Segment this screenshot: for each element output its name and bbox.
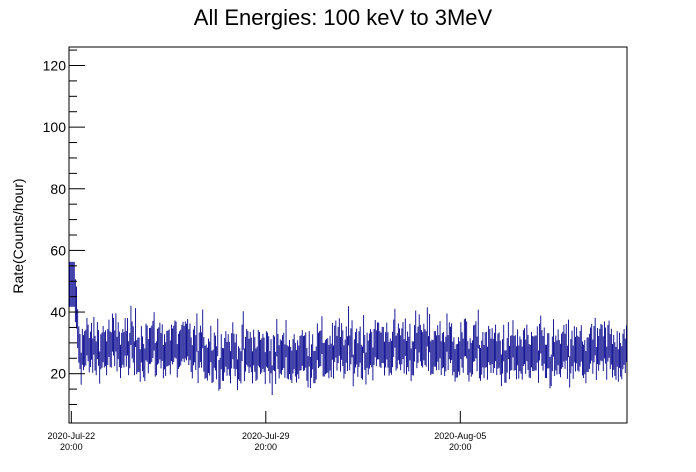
y-tick-label: 120 — [43, 57, 67, 73]
y-tick-label: 100 — [43, 119, 67, 135]
y-axis-label: Rate(Counts/hour) — [10, 178, 26, 293]
y-axis: 20 40 60 80 100 120 — [43, 49, 85, 406]
y-tick-label: 40 — [50, 304, 66, 320]
x-tick-date: 2020-Jul-29 — [242, 431, 290, 441]
chart-title: All Energies: 100 keV to 3MeV — [194, 5, 493, 30]
x-axis: 2020-Jul-2220:002020-Jul-2920:002020-Aug… — [48, 411, 486, 452]
x-tick-date: 2020-Aug-05 — [434, 431, 486, 441]
x-tick-time: 20:00 — [255, 442, 278, 452]
x-tick-time: 20:00 — [449, 442, 472, 452]
x-tick-date: 2020-Jul-22 — [48, 431, 96, 441]
y-tick-label: 20 — [50, 366, 66, 382]
y-tick-label: 60 — [50, 242, 66, 258]
data-series — [69, 261, 627, 396]
x-tick-time: 20:00 — [60, 442, 83, 452]
y-tick-label: 80 — [50, 181, 66, 197]
